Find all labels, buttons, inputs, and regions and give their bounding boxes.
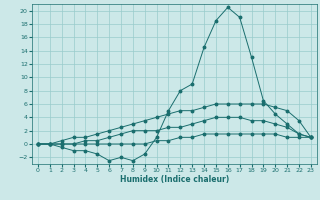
X-axis label: Humidex (Indice chaleur): Humidex (Indice chaleur) — [120, 175, 229, 184]
